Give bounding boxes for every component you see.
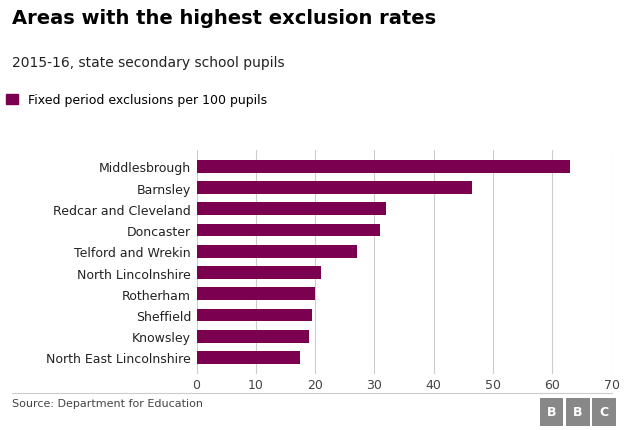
Bar xyxy=(197,309,312,322)
Bar xyxy=(197,351,300,364)
Text: B: B xyxy=(547,405,557,418)
Bar xyxy=(197,288,315,301)
Bar xyxy=(197,203,386,216)
Bar xyxy=(197,330,310,343)
Text: Areas with the highest exclusion rates: Areas with the highest exclusion rates xyxy=(12,9,437,28)
Text: 2015-16, state secondary school pupils: 2015-16, state secondary school pupils xyxy=(12,56,285,70)
Bar xyxy=(197,224,380,237)
Legend: Fixed period exclusions per 100 pupils: Fixed period exclusions per 100 pupils xyxy=(6,94,267,107)
Bar xyxy=(197,161,570,173)
Text: Source: Department for Education: Source: Department for Education xyxy=(12,398,203,408)
Text: B: B xyxy=(573,405,583,418)
Text: C: C xyxy=(600,405,608,418)
Bar xyxy=(197,182,472,194)
Bar xyxy=(197,267,321,279)
Bar xyxy=(197,246,357,258)
